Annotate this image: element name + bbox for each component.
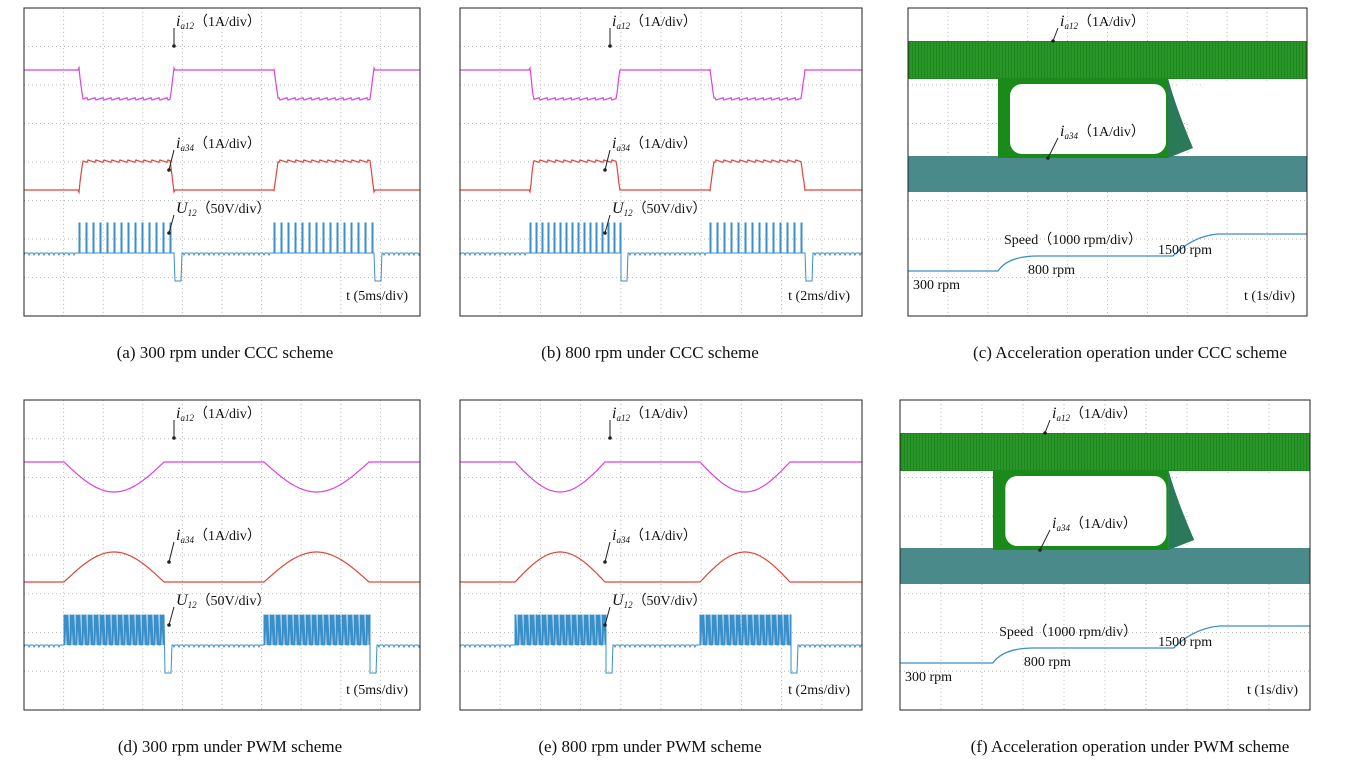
label-unit: （1A/div）: [1070, 516, 1137, 532]
label-unit: （1A/div）: [194, 528, 261, 544]
label-unit: （1A/div）: [1078, 14, 1145, 30]
label-subscript: a12: [616, 413, 630, 423]
label-subscript: a34: [180, 143, 194, 153]
current-a34-band: [900, 548, 1310, 584]
arrow-head: [603, 168, 607, 172]
arrow-head: [608, 44, 612, 48]
arrow-head: [167, 168, 171, 172]
speed-value: 1500 rpm: [1158, 243, 1212, 258]
waveform-label: ia34（1A/div）: [176, 135, 261, 153]
current-gap: [1005, 476, 1166, 546]
arrow-head: [603, 231, 607, 235]
label-subscript: a34: [1064, 131, 1078, 141]
panel: ia12（1A/div） ia34（1A/div） U12（50V/div） t (2…: [460, 8, 862, 316]
speed-value: 800 rpm: [1028, 263, 1075, 278]
arrow: [1053, 28, 1058, 41]
waveform-label: ia12（1A/div）: [612, 13, 697, 31]
label-subscript: a34: [616, 143, 630, 153]
label-unit: （1A/div）: [630, 528, 697, 544]
label-subscript: a12: [1064, 21, 1078, 31]
label-unit: （50V/div）: [633, 201, 707, 217]
time-scale: t (2ms/div): [788, 683, 850, 698]
label-unit: （1A/div）: [630, 136, 697, 152]
arrow-head: [1046, 156, 1050, 160]
waveform-label: ia34（1A/div）: [176, 527, 261, 545]
label-unit: （1A/div）: [1078, 124, 1145, 140]
waveform-label: ia34（1A/div）: [612, 527, 697, 545]
label-unit: （1A/div）: [1070, 406, 1137, 422]
label-unit: （1A/div）: [194, 406, 261, 422]
arrow: [1045, 420, 1050, 433]
arrow-head: [608, 436, 612, 440]
current-a34-band: [908, 156, 1307, 192]
label-unit: （1A/div）: [630, 406, 697, 422]
current-gap: [1010, 84, 1166, 154]
label-subscript: a12: [616, 21, 630, 31]
current-gap-2: [1178, 80, 1307, 154]
waveform-label: ia12（1A/div）: [1052, 405, 1137, 423]
speed-value: 300 rpm: [913, 278, 960, 293]
panel: ia12（1A/div） ia34（1A/div） U12（50V/div） t (5…: [24, 400, 420, 710]
waveform-label: U12（50V/div）: [612, 200, 706, 218]
speed-label: Speed（1000 rpm/div）: [1004, 232, 1142, 248]
waveform-label: U12（50V/div）: [176, 592, 270, 610]
label-unit: （1A/div）: [194, 136, 261, 152]
waveform-label: U12（50V/div）: [176, 200, 270, 218]
label-subscript: a34: [180, 535, 194, 545]
waveform-label: ia12（1A/div）: [176, 13, 261, 31]
arrow-head: [167, 231, 171, 235]
arrow-head: [1043, 431, 1047, 435]
arrow-head: [167, 560, 171, 564]
caption: (c) Acceleration operation under CCC sch…: [973, 343, 1287, 362]
waveform-label: U12（50V/div）: [612, 592, 706, 610]
arrow-head: [603, 623, 607, 627]
caption: (e) 800 rpm under PWM scheme: [538, 737, 761, 756]
waveform-label: ia12（1A/div）: [176, 405, 261, 423]
arrow-head: [167, 623, 171, 627]
arrow: [169, 542, 174, 562]
label-unit: （50V/div）: [197, 593, 271, 609]
panel: ia12（1A/div） ia34（1A/div） U12（50V/div） t (2…: [460, 400, 862, 710]
arrow: [605, 542, 610, 562]
arrow: [169, 607, 174, 625]
waveform-label: ia34（1A/div）: [612, 135, 697, 153]
caption: (b) 800 rpm under CCC scheme: [541, 343, 759, 362]
arrow-head: [603, 560, 607, 564]
figure: ia12（1A/div） ia34（1A/div） U12（50V/div） t (5…: [0, 0, 1357, 770]
current-gap-2: [1179, 472, 1310, 546]
time-scale: t (1s/div): [1244, 289, 1295, 304]
time-scale: t (5ms/div): [346, 289, 408, 304]
label-subscript: a34: [1056, 523, 1070, 533]
arrow-head: [172, 44, 176, 48]
panel: ia12（1A/div）ia34（1A/div）Speed（1000 rpm/d…: [908, 8, 1307, 316]
panel: ia12（1A/div）ia34（1A/div）Speed（1000 rpm/d…: [900, 400, 1310, 710]
label-unit: （50V/div）: [633, 593, 707, 609]
speed-value: 800 rpm: [1024, 655, 1071, 670]
current-a12-band: [900, 433, 1310, 471]
caption: (d) 300 rpm under PWM scheme: [118, 737, 342, 756]
arrow-head: [1038, 548, 1042, 552]
waveform-label: ia12（1A/div）: [612, 405, 697, 423]
label-unit: （50V/div）: [197, 201, 271, 217]
arrow-head: [172, 436, 176, 440]
speed-value: 300 rpm: [905, 670, 952, 685]
panel: ia12（1A/div） ia34（1A/div） U12（50V/div） t (5…: [24, 8, 420, 316]
speed-label: Speed（1000 rpm/div）: [999, 624, 1137, 640]
label-subscript: a12: [180, 21, 194, 31]
time-scale: t (1s/div): [1247, 683, 1298, 698]
waveform-label: ia12（1A/div）: [1060, 13, 1145, 31]
label-subscript: a12: [180, 413, 194, 423]
label-unit: （1A/div）: [630, 14, 697, 30]
time-scale: t (2ms/div): [788, 289, 850, 304]
speed-value: 1500 rpm: [1158, 635, 1212, 650]
time-scale: t (5ms/div): [346, 683, 408, 698]
caption: (a) 300 rpm under CCC scheme: [117, 343, 334, 362]
label-subscript: a34: [616, 535, 630, 545]
label-unit: （1A/div）: [194, 14, 261, 30]
arrow-head: [1051, 39, 1055, 43]
label-subscript: a12: [1056, 413, 1070, 423]
caption: (f) Acceleration operation under PWM sch…: [971, 737, 1290, 756]
